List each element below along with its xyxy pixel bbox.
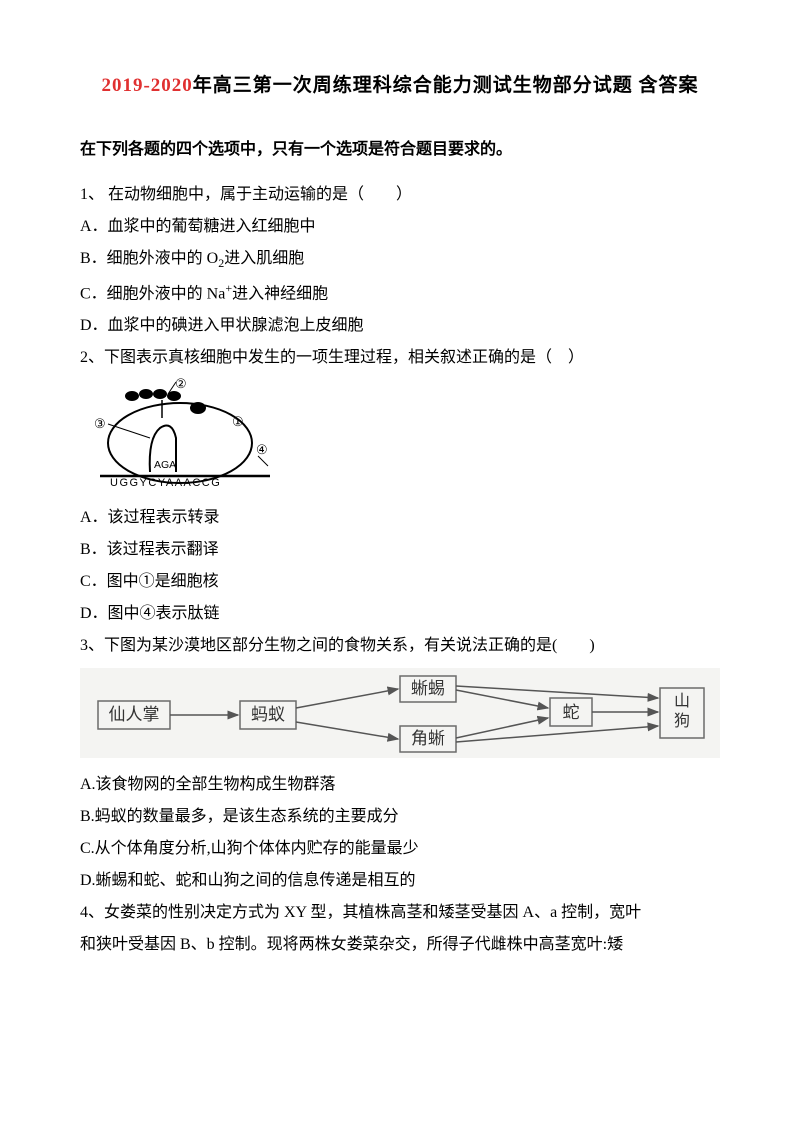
- svg-text:蚂蚁: 蚂蚁: [251, 705, 285, 724]
- svg-text:蜥蜴: 蜥蜴: [411, 679, 445, 698]
- q2-opt-b: B．该过程表示翻译: [80, 534, 720, 566]
- svg-text:蛇: 蛇: [563, 703, 580, 722]
- q1-stem: 1、 在动物细胞中，属于主动运输的是（ ）: [80, 179, 720, 211]
- q2-label-2: ②: [175, 378, 187, 391]
- q2-label-1: ①: [232, 414, 244, 429]
- q4-line2: 和狭叶受基因 B、b 控制。现将两株女娄菜杂交，所得子代雌株中高茎宽叶:矮: [80, 929, 720, 961]
- page-title: 2019-2020年高三第一次周练理科综合能力测试生物部分试题 含答案: [80, 70, 720, 97]
- q2-aa-dot-free: [190, 402, 206, 414]
- q3-opt-a: A.该食物网的全部生物构成生物群落: [80, 769, 720, 801]
- q2-opt-c: C．图中①是细胞核: [80, 566, 720, 598]
- q2-seq-bottom: UGGYCYAAACCG: [110, 477, 221, 489]
- q2-aa-dot: [139, 389, 153, 399]
- q2-opt-d: D．图中④表示肽链: [80, 598, 720, 630]
- svg-text:仙人掌: 仙人掌: [109, 705, 160, 724]
- q3-opt-d: D.蜥蜴和蛇、蛇和山狗之间的信息传递是相互的: [80, 865, 720, 897]
- q1-opt-c-post: 进入神经细胞: [232, 285, 328, 302]
- q2-opt-a: A．该过程表示转录: [80, 502, 720, 534]
- instruction-line: 在下列各题的四个选项中，只有一个选项是符合题目要求的。: [80, 135, 720, 165]
- title-text: 年高三第一次周练理科综合能力测试生物部分试题 含答案: [193, 75, 699, 96]
- svg-text:角蜥: 角蜥: [411, 729, 445, 748]
- q2-aa-dot: [125, 391, 139, 401]
- q2-label-3: ③: [94, 416, 106, 431]
- q1-opt-a: A．血浆中的葡萄糖进入红细胞中: [80, 211, 720, 243]
- q1-opt-d: D．血浆中的碘进入甲状腺滤泡上皮细胞: [80, 310, 720, 342]
- svg-text:狗: 狗: [674, 712, 690, 730]
- q1-opt-c-pre: C．细胞外液中的 Na: [80, 285, 225, 302]
- q4-line1: 4、女娄菜的性别决定方式为 XY 型，其植株高茎和矮茎受基因 A、a 控制，宽叶: [80, 897, 720, 929]
- q1-opt-b-pre: B．细胞外液中的 O: [80, 250, 218, 267]
- q3-opt-b: B.蚂蚁的数量最多，是该生态系统的主要成分: [80, 801, 720, 833]
- q2-label-4: ④: [256, 442, 268, 457]
- svg-text:山: 山: [674, 692, 690, 710]
- q3-stem: 3、下图为某沙漠地区部分生物之间的食物关系，有关说法正确的是( ): [80, 630, 720, 662]
- q3-opt-c: C.从个体角度分析,山狗个体体内贮存的能量最少: [80, 833, 720, 865]
- title-year: 2019-2020: [101, 75, 192, 96]
- q2-aa-dot: [153, 389, 167, 399]
- q2-codon-top: AGA: [154, 459, 176, 471]
- q1-opt-b: B．细胞外液中的 O2进入肌细胞: [80, 243, 720, 275]
- q3-figure: 仙人掌 蚂蚁 蜥蜴 角蜥 蛇 山 狗: [80, 668, 720, 758]
- q1-opt-b-post: 进入肌细胞: [224, 250, 304, 267]
- q2-stem: 2、下图表示真核细胞中发生的一项生理过程，相关叙述正确的是（ ）: [80, 342, 720, 374]
- q1-opt-c: C．细胞外液中的 Na+进入神经细胞: [80, 276, 720, 310]
- q2-figure: AGA UGGYCYAAACCG ① ② ③ ④: [80, 378, 280, 493]
